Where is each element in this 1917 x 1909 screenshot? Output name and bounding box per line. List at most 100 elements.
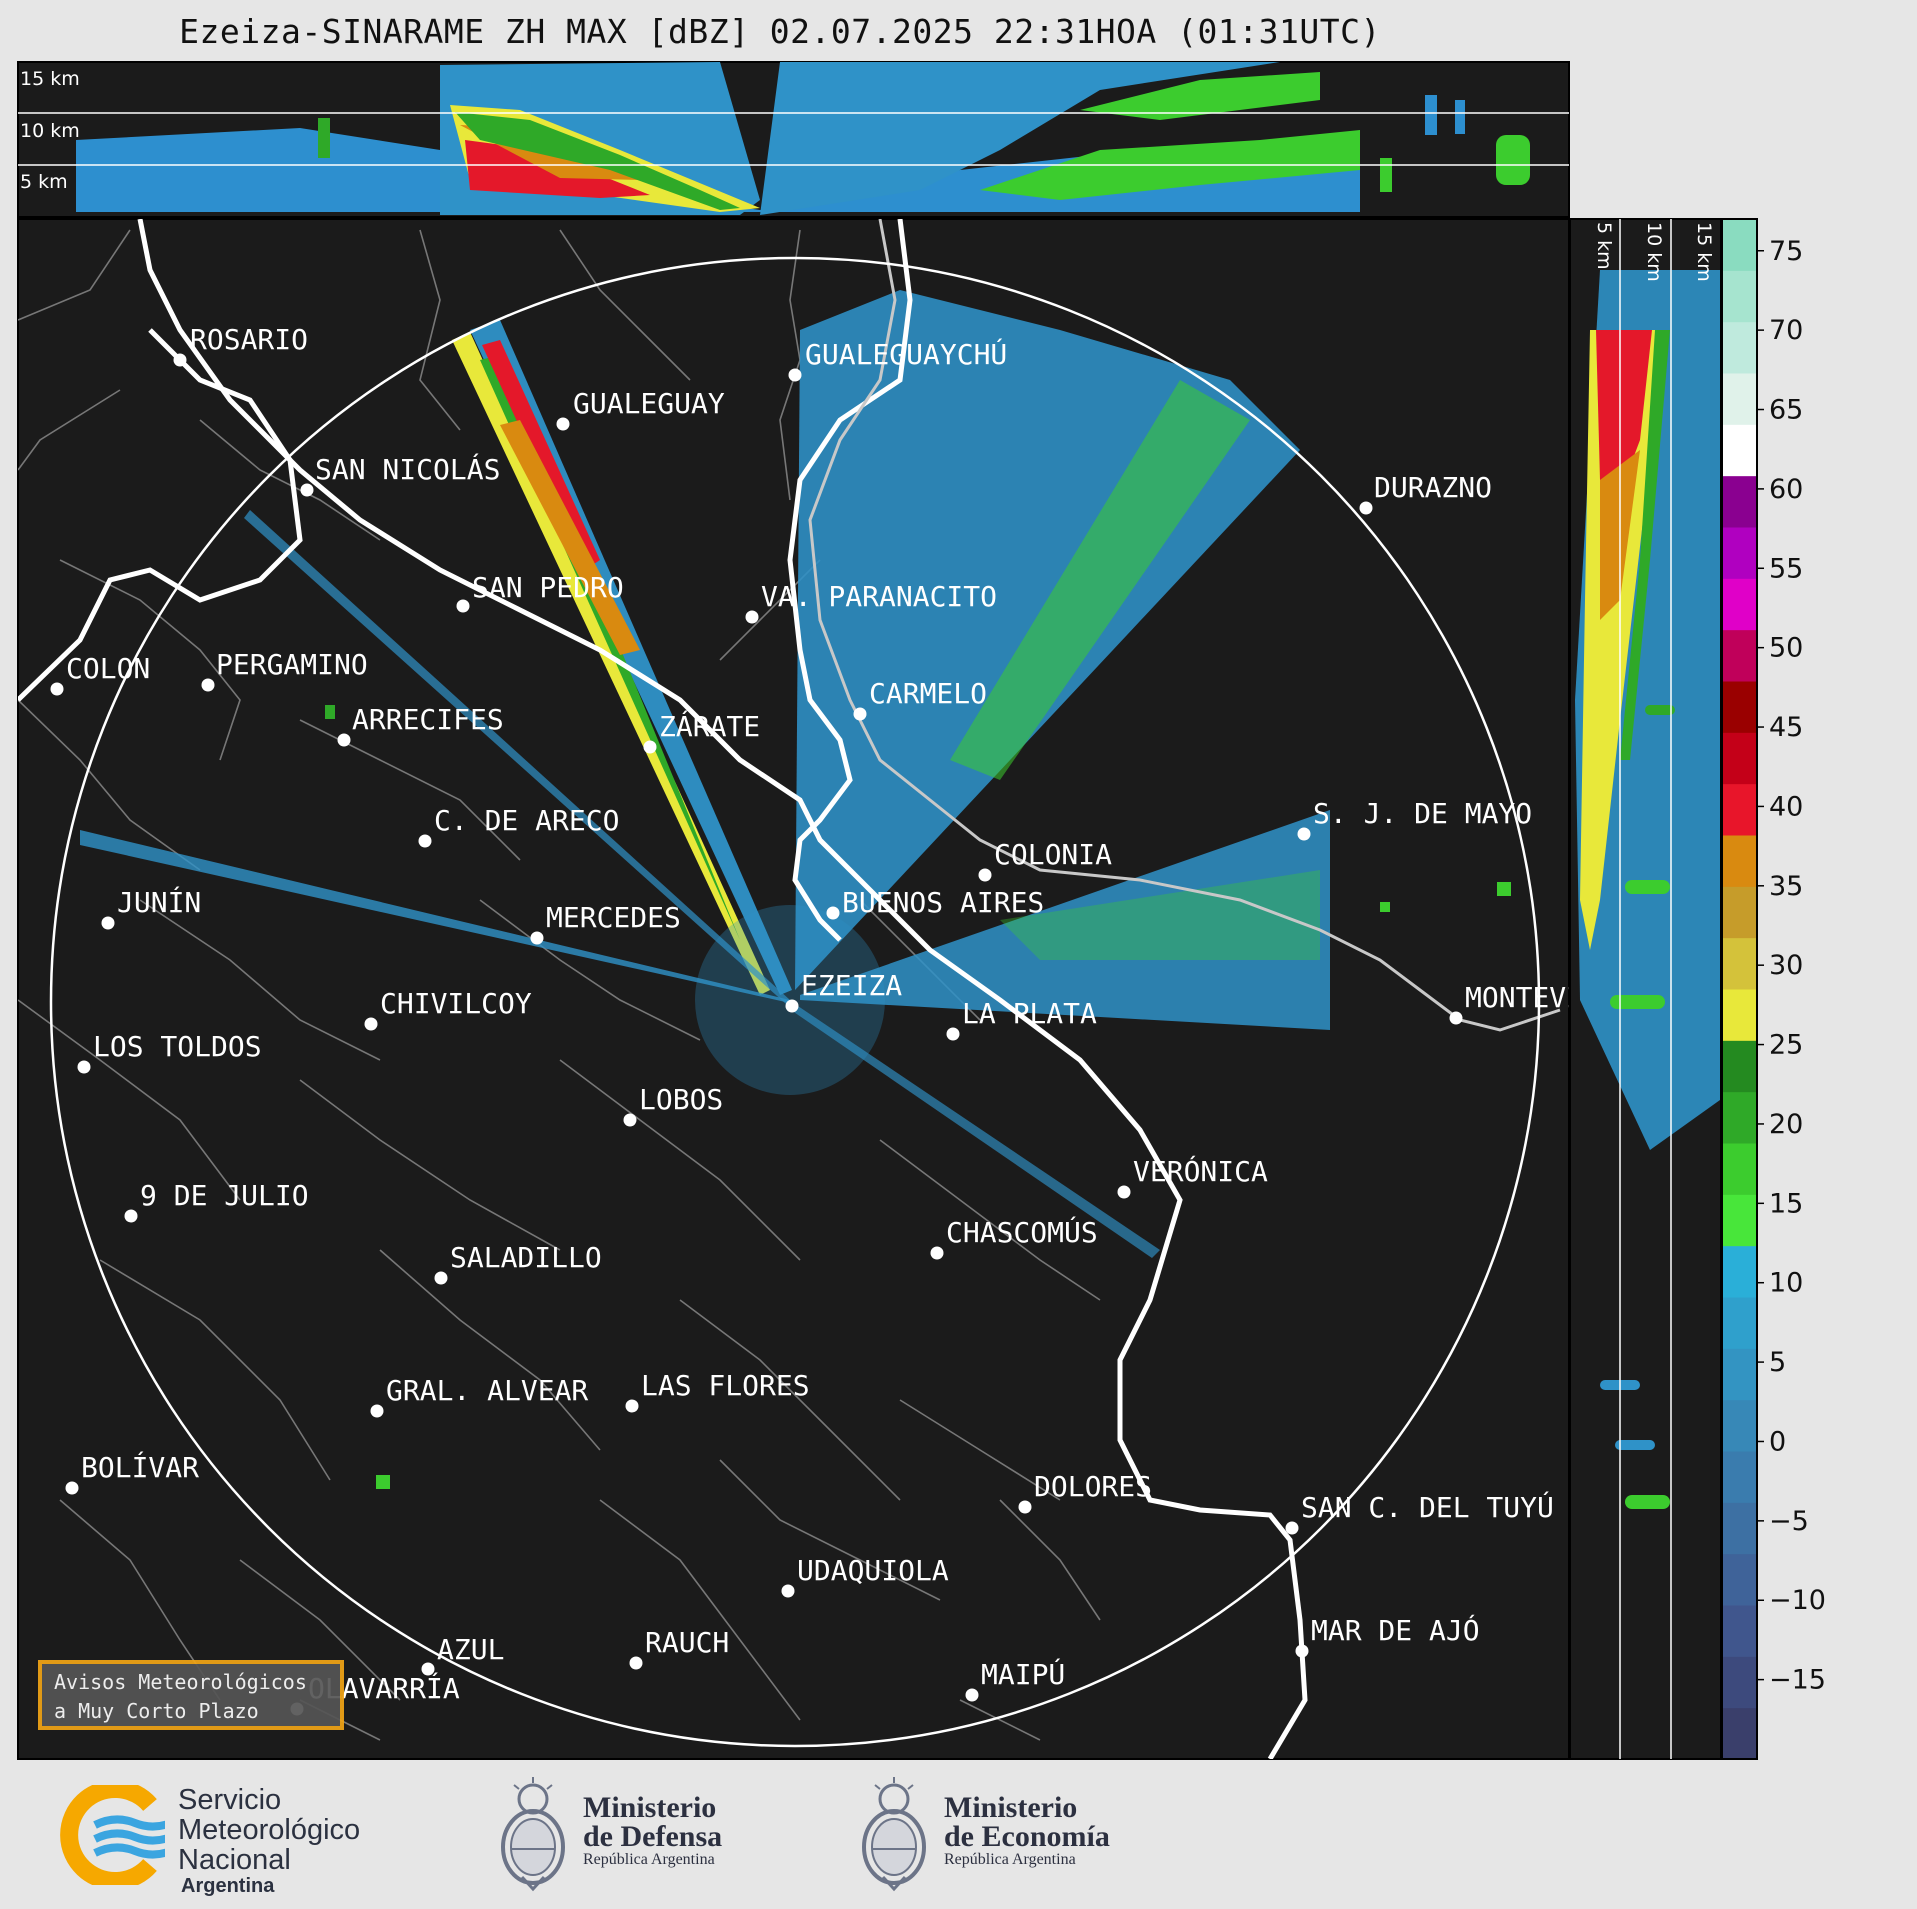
colorbar-tick-label: 10 bbox=[1769, 1268, 1803, 1299]
colorbar-tick-label: 55 bbox=[1769, 553, 1803, 584]
colorbar-tick-label: 15 bbox=[1769, 1188, 1803, 1219]
colorbar-segment bbox=[1722, 1040, 1757, 1093]
colorbar-segments bbox=[1722, 219, 1757, 1760]
city-gualeguaychu: GUALEGUAYCHÚ bbox=[788, 337, 1007, 382]
city-arrecifes: ARRECIFES bbox=[337, 703, 504, 747]
colorbar-segment bbox=[1722, 1143, 1757, 1195]
city-veronica: VERÓNICA bbox=[1117, 1154, 1268, 1199]
svg-text:DOLORES: DOLORES bbox=[1034, 1470, 1152, 1503]
smn-line-3: Nacional bbox=[178, 1844, 291, 1876]
colorbar-tick-label: 20 bbox=[1769, 1109, 1803, 1140]
defensa-sub: República Argentina bbox=[583, 1851, 715, 1868]
defensa-logo-text: Ministerio de Defensa República Argentin… bbox=[583, 1793, 722, 1869]
smn-sub: Argentina bbox=[181, 1875, 275, 1897]
colorbar-tick-label: 45 bbox=[1769, 712, 1803, 743]
city-san-c-del-tuyu: SAN C. DEL TUYÚ bbox=[1285, 1490, 1554, 1535]
smn-line-1: Servicio bbox=[178, 1784, 282, 1816]
smn-logo-text: Servicio Meteorológico Nacional Argentin… bbox=[178, 1785, 360, 1898]
side-cross-section-panel: 5 km 10 km 15 km bbox=[1569, 218, 1722, 1760]
colorbar-segment bbox=[1722, 1707, 1757, 1760]
svg-text:COLONIA: COLONIA bbox=[994, 838, 1112, 871]
svg-text:9 DE JULIO: 9 DE JULIO bbox=[140, 1179, 309, 1212]
colorbar-segment bbox=[1722, 783, 1757, 836]
city-san-nicolas: SAN NICOLÁS bbox=[300, 452, 500, 497]
svg-text:S. J. DE MAYO: S. J. DE MAYO bbox=[1313, 797, 1532, 830]
city-colonia: COLONIA bbox=[978, 838, 1112, 882]
colorbar-tick-label: 75 bbox=[1769, 236, 1803, 267]
colorbar-segment bbox=[1722, 1194, 1757, 1247]
city-bolivar: BOLÍVAR bbox=[65, 1450, 199, 1495]
city-udaquiola: UDAQUIOLA bbox=[781, 1554, 949, 1598]
colorbar-tick-label: 35 bbox=[1769, 871, 1803, 902]
side-panel-label-5km: 5 km bbox=[1593, 222, 1615, 270]
city-colon: COLON bbox=[50, 652, 150, 696]
colorbar-segment bbox=[1722, 1553, 1757, 1606]
city-gualeguay: GUALEGUAY bbox=[556, 387, 725, 431]
svg-text:MONTEVIDEO: MONTEVIDEO bbox=[1465, 981, 1634, 1014]
colorbar-segment bbox=[1722, 373, 1757, 425]
country-border bbox=[808, 219, 1561, 1032]
colorbar-tick-label: −10 bbox=[1769, 1585, 1826, 1616]
svg-text:GUALEGUAYCHÚ: GUALEGUAYCHÚ bbox=[805, 337, 1007, 371]
svg-text:MAR DE AJÓ: MAR DE AJÓ bbox=[1311, 1613, 1480, 1647]
svg-text:C. DE ARECO: C. DE ARECO bbox=[434, 804, 619, 837]
economia-logo-text: Ministerio de Economía República Argenti… bbox=[944, 1793, 1110, 1869]
svg-text:GRAL. ALVEAR: GRAL. ALVEAR bbox=[386, 1374, 588, 1407]
city-mar-de-ajo: MAR DE AJÓ bbox=[1295, 1613, 1480, 1658]
city-durazno: DURAZNO bbox=[1359, 471, 1492, 515]
svg-text:VERÓNICA: VERÓNICA bbox=[1133, 1154, 1268, 1188]
svg-text:LOS TOLDOS: LOS TOLDOS bbox=[93, 1030, 262, 1063]
coastline bbox=[18, 219, 1308, 1759]
svg-text:ARRECIFES: ARRECIFES bbox=[352, 703, 504, 736]
colorbar-segment bbox=[1722, 937, 1757, 990]
city-maipu: MAIPÚ bbox=[965, 1657, 1065, 1702]
top-panel-label-10km: 10 km bbox=[20, 120, 80, 142]
page-title: Ezeiza-SINARAME ZH MAX [dBZ] 02.07.2025 … bbox=[179, 12, 1381, 51]
city-c-de-areco: C. DE ARECO bbox=[418, 804, 619, 848]
svg-text:LA PLATA: LA PLATA bbox=[962, 997, 1097, 1030]
colorbar-segment bbox=[1722, 1297, 1757, 1349]
svg-text:ZÁRATE: ZÁRATE bbox=[659, 709, 760, 743]
city-pergamino: PERGAMINO bbox=[201, 648, 368, 692]
side-panel-label-10km: 10 km bbox=[1643, 222, 1665, 282]
colorbar-segment bbox=[1722, 732, 1757, 785]
svg-text:GUALEGUAY: GUALEGUAY bbox=[573, 387, 725, 420]
avisos-box[interactable]: Avisos Meteorológicos a Muy Corto Plazo bbox=[38, 1660, 344, 1730]
city-zarate: ZÁRATE bbox=[643, 709, 760, 754]
city-ezeiza: EZEIZA bbox=[785, 969, 902, 1013]
smn-logo-icon bbox=[60, 1785, 165, 1885]
city-layer: ROSARIO GUALEGUAYCHÚ GUALEGUAY SAN NICOL… bbox=[50, 323, 1634, 1716]
svg-text:UDAQUIOLA: UDAQUIOLA bbox=[797, 1554, 949, 1587]
colorbar-segment bbox=[1722, 1605, 1757, 1657]
colorbar-segment bbox=[1722, 527, 1757, 579]
svg-text:CHIVILCOY: CHIVILCOY bbox=[380, 987, 532, 1020]
colorbar-tick-label: 25 bbox=[1769, 1030, 1803, 1061]
svg-text:SAN PEDRO: SAN PEDRO bbox=[472, 571, 624, 604]
city-azul: AZUL bbox=[421, 1633, 504, 1676]
city-va-paranacito: VA. PARANACITO bbox=[745, 580, 997, 624]
svg-text:MAIPÚ: MAIPÚ bbox=[981, 1657, 1065, 1691]
city-saladillo: SALADILLO bbox=[434, 1241, 602, 1285]
colorbar-segment bbox=[1722, 475, 1757, 528]
colorbar-segment bbox=[1722, 989, 1757, 1041]
colorbar-segment bbox=[1722, 1348, 1757, 1401]
svg-text:MERCEDES: MERCEDES bbox=[546, 901, 681, 934]
svg-text:BOLÍVAR: BOLÍVAR bbox=[81, 1450, 199, 1484]
argentina-coat-of-arms-icon bbox=[501, 1777, 565, 1892]
defensa-line-1: Ministerio bbox=[583, 1791, 717, 1824]
avisos-line-1: Avisos Meteorológicos bbox=[54, 1670, 307, 1694]
logo-strip: Servicio Meteorológico Nacional Argentin… bbox=[0, 1765, 1917, 1909]
argentina-coat-of-arms-icon bbox=[862, 1777, 926, 1892]
city-junin: JUNÍN bbox=[101, 885, 201, 930]
colorbar-tick-label: 40 bbox=[1769, 791, 1803, 822]
colorbar-tick-label: 30 bbox=[1769, 950, 1803, 981]
svg-text:CARMELO: CARMELO bbox=[869, 677, 987, 710]
colorbar-segment bbox=[1722, 1245, 1757, 1298]
avisos-line-2: a Muy Corto Plazo bbox=[54, 1699, 259, 1723]
svg-text:AZUL: AZUL bbox=[437, 1633, 504, 1666]
city-montevideo: MONTEVIDEO bbox=[1449, 981, 1634, 1025]
svg-text:LOBOS: LOBOS bbox=[639, 1083, 723, 1116]
